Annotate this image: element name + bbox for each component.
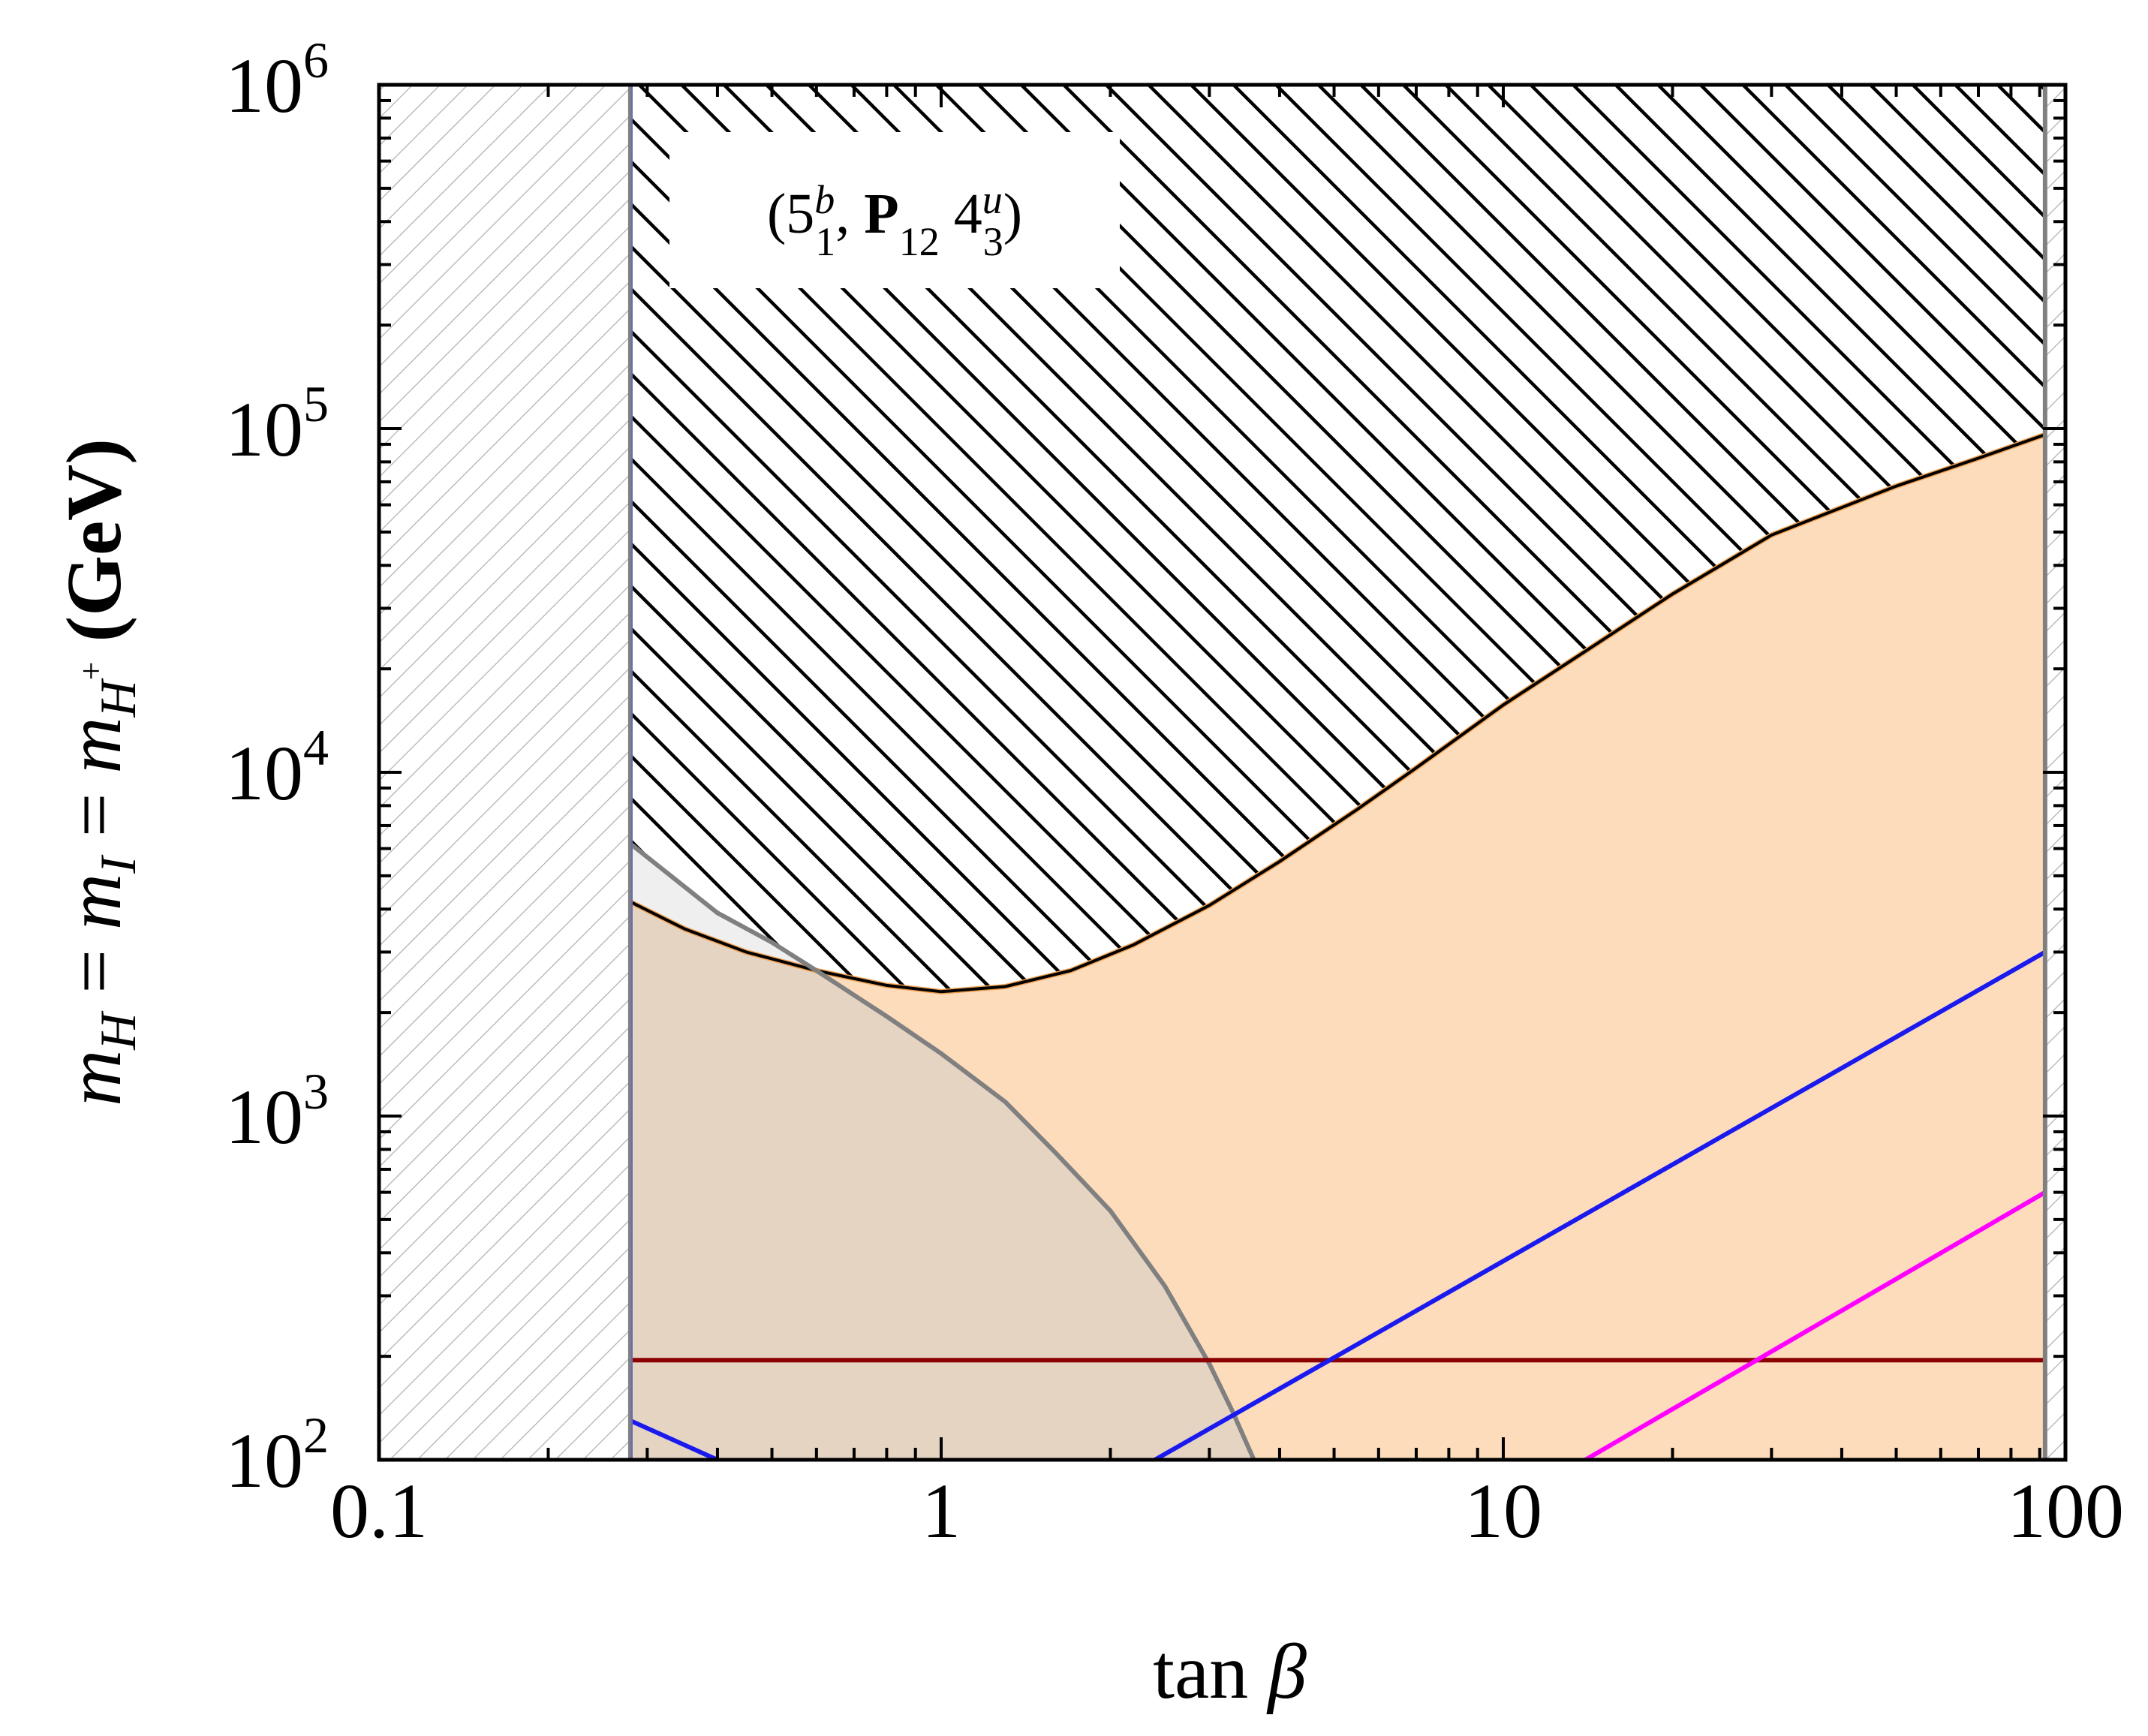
gray-boundary-line [629,841,1256,1460]
plot-area [379,85,2065,1460]
y-tick-label: 102 [225,1407,329,1504]
hatched-excluded-region [630,85,2045,992]
y-tick-label: 105 [225,375,329,473]
x-tick-label: 10 [1464,1468,1542,1554]
blue-series-line [629,949,2047,1460]
x-axis-label: tan β [1153,1629,1307,1715]
annotation-label: (5b 1, P12 4u 3) [767,177,1022,264]
x-tick-label: 0.1 [330,1468,428,1554]
hatched-boundary-line [630,433,2046,994]
y-tick-label: 104 [225,719,329,817]
x-tick-label: 1 [922,1468,961,1554]
gray-overlap-region [630,901,1254,1460]
lightgray-region [630,844,817,971]
x-tick-label: 100 [2007,1468,2124,1554]
tick-labels: 0.1 1 10 100 102 103 104 105 106 [225,32,2124,1554]
y-axis-label: mH = mI = mH+ (GeV) [51,438,146,1106]
excluded-region-left [379,85,630,1460]
y-tick-label: 106 [225,32,329,129]
axis-ticks [378,85,2065,1461]
annotation-box [669,132,1120,288]
magenta-series-line [1584,1190,2047,1460]
plot-frame [377,83,2068,1462]
y-tick-label: 103 [225,1063,329,1160]
